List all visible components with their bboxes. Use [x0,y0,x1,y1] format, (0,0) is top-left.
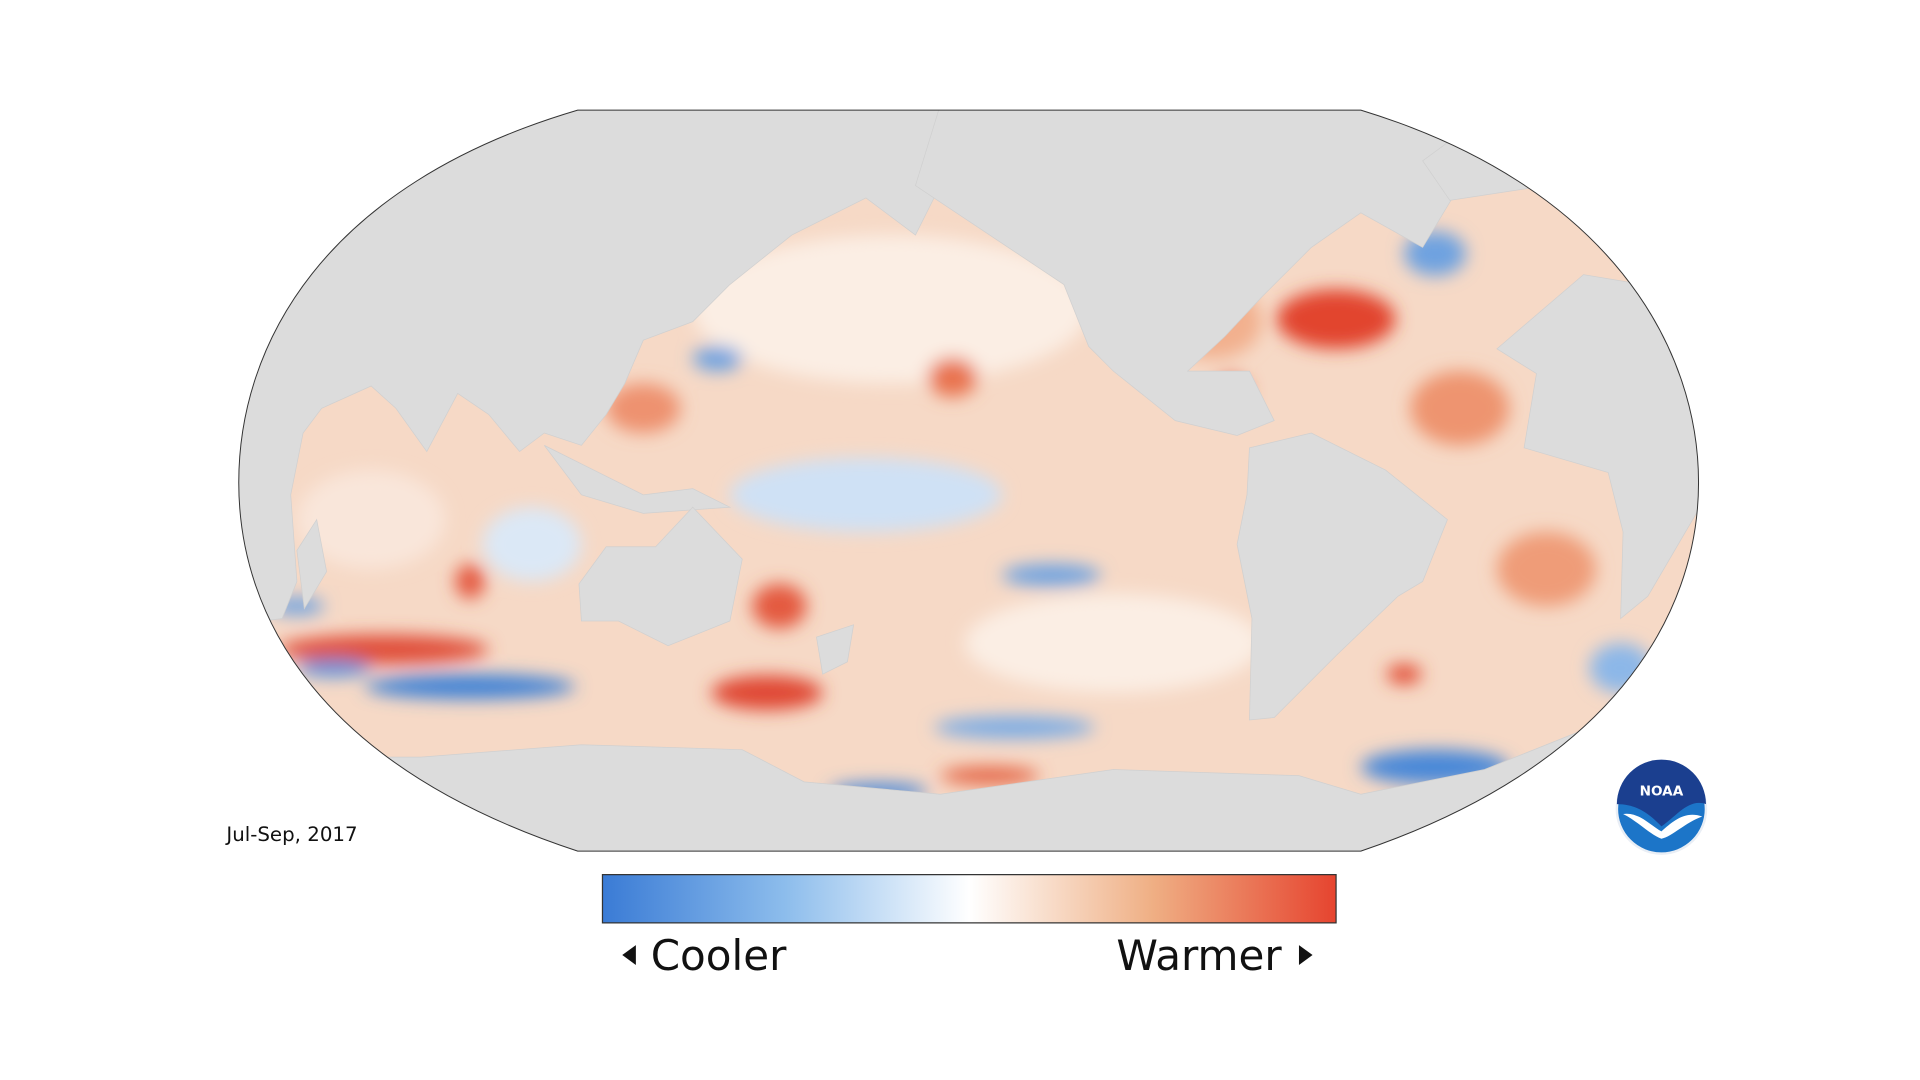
noaa-logo: NOAA [1615,759,1708,855]
arrow-left [622,945,636,965]
arrow-right [1298,945,1313,965]
map-canvas: Jul-Sep, 2017 Cooler Warmer NOAA [224,109,1708,980]
map [238,110,1699,852]
legend-low-label: Cooler [651,931,787,980]
colorbar [601,874,1337,924]
logo-bird [1623,813,1703,839]
land [238,110,1699,852]
logo-text: NOAA [1640,783,1684,799]
logo-top [1616,759,1706,827]
legend-high-label: Warmer [1116,931,1282,980]
date-label: Jul-Sep, 2017 [224,823,357,846]
map-outline [238,109,1700,852]
